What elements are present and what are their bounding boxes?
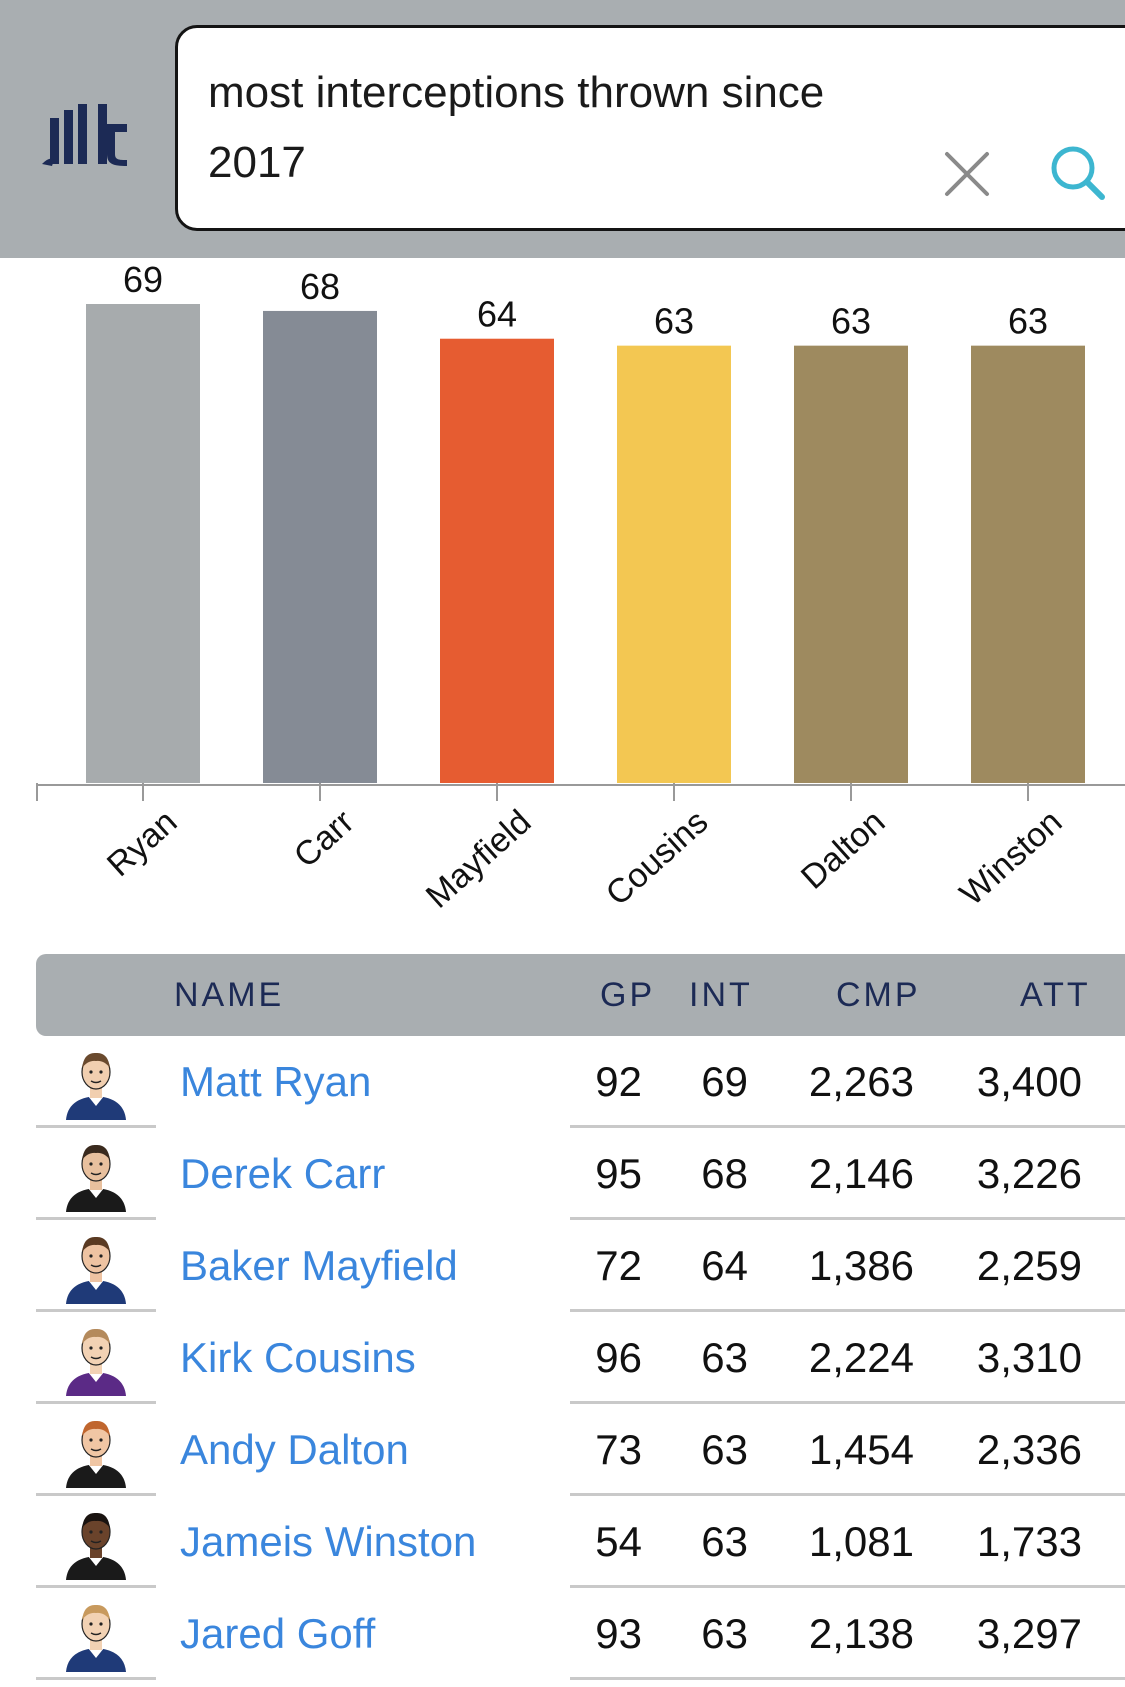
player-name-link[interactable]: Baker Mayfield <box>180 1242 458 1289</box>
row-divider <box>570 1309 1125 1312</box>
table-row[interactable]: Derek Carr 95 68 2,146 3,226 <box>0 1128 1125 1220</box>
bar-value-label: 68 <box>300 266 340 307</box>
cell-int: 63 <box>701 1518 748 1565</box>
bar-value-label: 63 <box>1008 301 1048 342</box>
table-row[interactable]: Jared Goff 93 63 2,138 3,297 <box>0 1588 1125 1680</box>
cell-att: 3,226 <box>976 1150 1082 1197</box>
row-divider <box>570 1125 1125 1128</box>
row-divider <box>570 1493 1125 1496</box>
bar-value-label: 63 <box>831 301 871 342</box>
row-divider <box>570 1401 1125 1404</box>
row-divider <box>570 1217 1125 1220</box>
cell-gp: 54 <box>595 1518 642 1565</box>
x-tick-label: Ryan <box>100 803 184 884</box>
cell-att: 3,297 <box>976 1610 1082 1657</box>
row-divider <box>570 1585 1125 1588</box>
player-avatar-icon[interactable] <box>60 1324 132 1396</box>
row-divider <box>36 1493 156 1496</box>
bar-chart-svg: 69 Ryan 68 Carr 64 Mayfield 63 Cousins 63 Dalton 6… <box>36 259 1125 916</box>
statmuse-logo-icon[interactable] <box>42 104 144 166</box>
table-row[interactable]: Baker Mayfield 72 64 1,386 2,259 <box>0 1220 1125 1312</box>
cell-cmp: 1,454 <box>808 1426 914 1473</box>
cell-int: 63 <box>701 1426 748 1473</box>
close-icon[interactable] <box>943 150 991 198</box>
search-input[interactable]: most interceptions thrown since 2017 <box>208 68 837 187</box>
row-divider <box>36 1677 156 1680</box>
player-name-link[interactable]: Matt Ryan <box>180 1058 372 1105</box>
cell-cmp: 1,386 <box>808 1242 914 1289</box>
table-row[interactable]: Kirk Cousins 96 63 2,224 3,310 <box>0 1312 1125 1404</box>
cell-cmp: 2,146 <box>808 1150 914 1197</box>
x-tick-label: Cousins <box>599 803 716 913</box>
player-name-link[interactable]: Jameis Winston <box>180 1518 477 1565</box>
player-name-link[interactable]: Kirk Cousins <box>180 1334 416 1381</box>
player-avatar-icon[interactable] <box>60 1140 132 1212</box>
cell-cmp: 2,224 <box>808 1334 914 1381</box>
bar[interactable] <box>971 345 1085 783</box>
cell-gp: 73 <box>595 1426 642 1473</box>
cell-cmp: 1,081 <box>808 1518 914 1565</box>
cell-att: 2,336 <box>976 1426 1082 1473</box>
player-avatar-icon[interactable] <box>60 1416 132 1488</box>
player-avatar-icon[interactable] <box>60 1508 132 1580</box>
cell-att: 3,310 <box>976 1334 1082 1381</box>
table-row[interactable]: Andy Dalton 73 63 1,454 2,336 <box>0 1404 1125 1496</box>
player-avatar-icon[interactable] <box>60 1600 132 1672</box>
x-tick-label: Dalton <box>794 803 892 897</box>
x-tick-label: Mayfield <box>419 803 539 916</box>
column-header-gp[interactable]: GP <box>600 976 656 1014</box>
column-header-cmp[interactable]: CMP <box>836 976 921 1014</box>
cell-gp: 93 <box>595 1610 642 1657</box>
row-divider <box>36 1309 156 1312</box>
player-name-link[interactable]: Derek Carr <box>180 1150 386 1197</box>
table-row[interactable]: Matt Ryan 92 69 2,263 3,400 <box>0 1036 1125 1128</box>
row-divider <box>36 1217 156 1220</box>
cell-gp: 95 <box>595 1150 642 1197</box>
cell-att: 2,259 <box>976 1242 1082 1289</box>
column-header-att[interactable]: ATT <box>1020 976 1091 1014</box>
app-header: most interceptions thrown since 2017 <box>0 0 1125 258</box>
cell-att: 1,733 <box>976 1518 1082 1565</box>
bar[interactable] <box>263 310 377 783</box>
player-avatar-icon[interactable] <box>60 1232 132 1304</box>
row-divider <box>36 1585 156 1588</box>
bar[interactable] <box>86 304 200 783</box>
cell-int: 64 <box>701 1242 748 1289</box>
bar-value-label: 69 <box>123 259 163 300</box>
search-box[interactable]: most interceptions thrown since 2017 <box>175 25 1125 231</box>
row-divider <box>570 1677 1125 1680</box>
cell-int: 63 <box>701 1610 748 1657</box>
cell-int: 69 <box>701 1058 748 1105</box>
cell-gp: 96 <box>595 1334 642 1381</box>
player-avatar-icon[interactable] <box>60 1048 132 1120</box>
cell-cmp: 2,263 <box>808 1058 914 1105</box>
player-name-link[interactable]: Andy Dalton <box>180 1426 409 1473</box>
bar[interactable] <box>440 338 554 783</box>
bar-chart: 69 Ryan 68 Carr 64 Mayfield 63 Cousins 63 Dalton 6… <box>0 258 1125 938</box>
search-icon[interactable] <box>1048 143 1108 203</box>
cell-int: 68 <box>701 1150 748 1197</box>
cell-gp: 72 <box>595 1242 642 1289</box>
cell-cmp: 2,138 <box>808 1610 914 1657</box>
row-divider <box>36 1401 156 1404</box>
column-header-int[interactable]: INT <box>689 976 753 1014</box>
bar-value-label: 63 <box>654 301 694 342</box>
x-tick-label: Winston <box>953 803 1070 913</box>
table-row[interactable]: Jameis Winston 54 63 1,081 1,733 <box>0 1496 1125 1588</box>
x-tick-label: Carr <box>287 803 362 875</box>
bar[interactable] <box>617 345 731 783</box>
player-name-link[interactable]: Jared Goff <box>180 1610 376 1657</box>
bar-value-label: 64 <box>477 294 517 335</box>
cell-att: 3,400 <box>976 1058 1082 1105</box>
cell-gp: 92 <box>595 1058 642 1105</box>
column-header-name[interactable]: NAME <box>174 976 285 1014</box>
table-header: NAME GP INT CMP ATT <box>36 954 1125 1036</box>
cell-int: 63 <box>701 1334 748 1381</box>
bar[interactable] <box>794 345 908 783</box>
row-divider <box>36 1125 156 1128</box>
